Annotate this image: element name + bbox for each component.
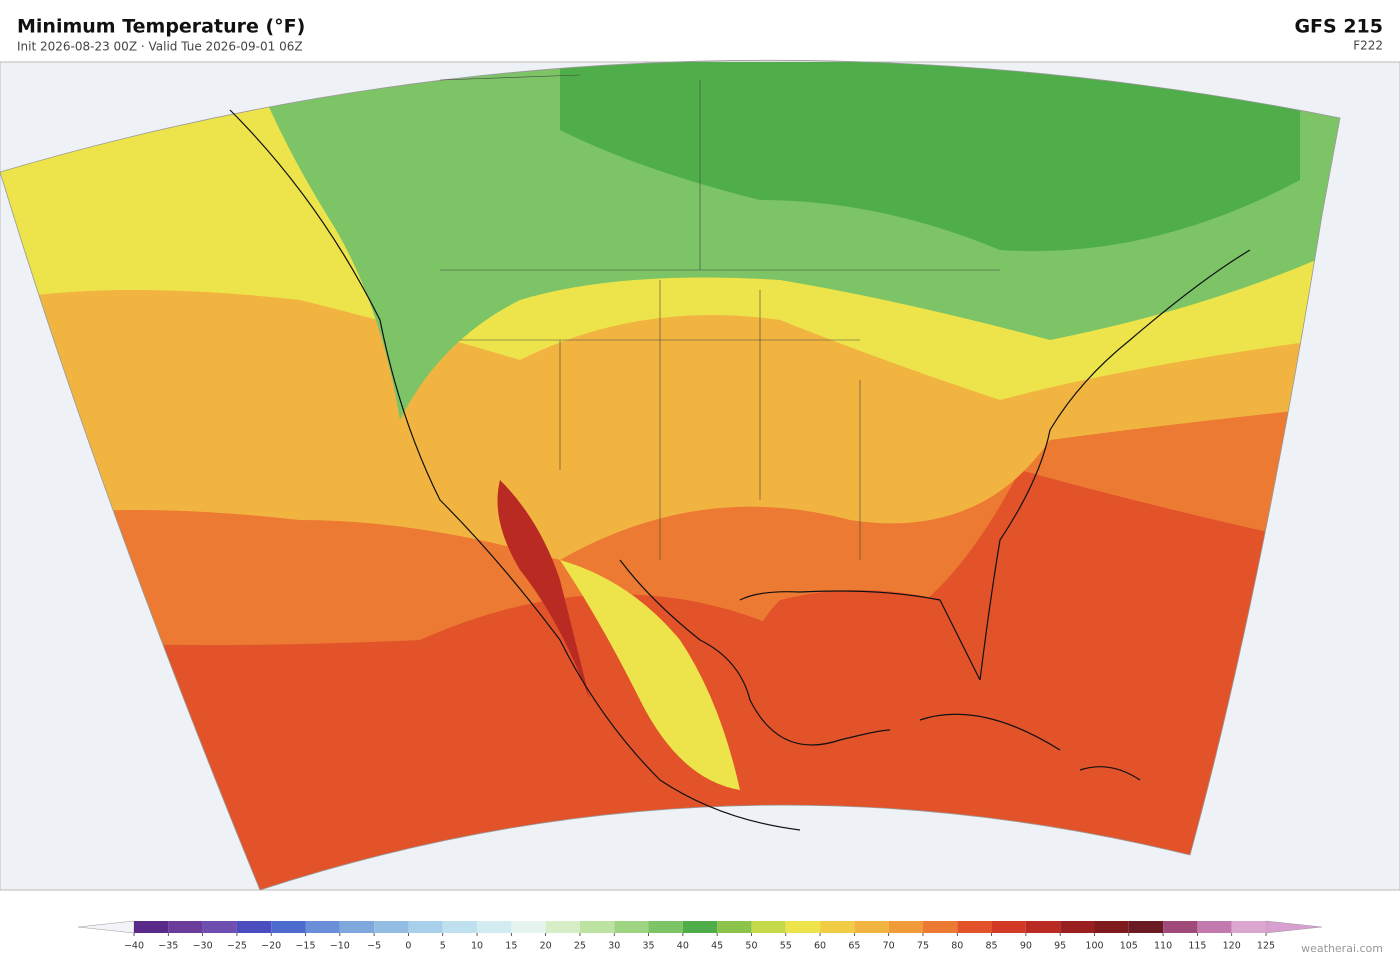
map-frame <box>0 59 1400 891</box>
colorbar-bin <box>408 921 443 933</box>
colorbar-tick-label: 0 <box>405 941 411 952</box>
colorbar-tick-label: −20 <box>261 941 281 952</box>
colorbar-bin <box>922 921 958 933</box>
colorbar-bin <box>1197 921 1232 933</box>
colorbar-bin <box>579 921 615 933</box>
colorbar-tick-label: 85 <box>986 941 998 952</box>
colorbar-bin <box>682 921 718 933</box>
forecast-hour: F222 <box>1353 39 1383 53</box>
colorbar-bin <box>648 921 683 933</box>
map-subtitle: Init 2026-08-23 00Z · Valid Tue 2026-09-… <box>17 40 303 54</box>
domain-outline <box>0 59 1341 891</box>
colorbar-tick-label: 5 <box>440 941 446 952</box>
colorbar-tick-label: 115 <box>1188 941 1206 952</box>
colorbar-bin <box>236 921 272 933</box>
colorbar-tick-label: 45 <box>711 941 723 952</box>
coastline <box>229 109 1251 831</box>
colorbar-tick-label: −10 <box>330 941 350 952</box>
colorbar-bin <box>957 921 992 933</box>
colorbar-bin <box>1094 921 1129 933</box>
colorbar-bin <box>202 921 237 933</box>
colorbar-tick-label: 40 <box>677 941 689 952</box>
colorbar-bin <box>888 921 923 933</box>
colorbar-tick-label: 70 <box>883 941 895 952</box>
colorbar-bin <box>374 921 409 933</box>
colorbar-bin <box>614 921 649 933</box>
colorbar-under <box>77 920 135 934</box>
colorbar-bin <box>785 921 821 933</box>
colorbar-tick-label: 100 <box>1085 941 1103 952</box>
colorbar-over <box>1265 920 1323 934</box>
colorbar-bin <box>717 921 752 933</box>
colorbar-tick-label: −40 <box>124 941 144 952</box>
colorbar-tick-label: 80 <box>951 941 963 952</box>
colorbar-bin <box>854 921 889 933</box>
colorbar-tick-label: 30 <box>608 941 620 952</box>
field-band <box>753 590 967 695</box>
model-label: GFS 215 <box>1294 16 1383 38</box>
colorbar-bin <box>511 921 546 933</box>
colorbar-tick-label: 105 <box>1120 941 1138 952</box>
colorbar-bin <box>1231 921 1266 933</box>
colorbar-tick-label: −15 <box>295 941 315 952</box>
colorbar-bin <box>271 921 306 933</box>
colorbar-tick-label: −30 <box>193 941 213 952</box>
colorbar-tick-label: 60 <box>814 941 826 952</box>
colorbar-bin <box>1128 921 1164 933</box>
colorbar: −40 −35 −30 −25 −20 −15 −10 −5 0 5 10 15 20 25 30 35 40 4… <box>77 920 1323 952</box>
colorbar-tick-label: 10 <box>471 941 483 952</box>
colorbar-tick-label: 75 <box>917 941 929 952</box>
field-band <box>497 480 590 700</box>
colorbar-bin <box>168 921 203 933</box>
colorbar-tick-label: 95 <box>1054 941 1066 952</box>
colorbar-bin <box>751 921 786 933</box>
colorbar-tick-label: 15 <box>505 941 517 952</box>
coastline <box>919 713 1141 781</box>
colorbar-bin <box>442 921 478 933</box>
credit: weatherai.com <box>1301 942 1383 955</box>
colorbar-tick-label: 50 <box>745 941 757 952</box>
colorbar-bin <box>1060 921 1095 933</box>
colorbar-tick-label: 110 <box>1154 941 1172 952</box>
colorbar-tick-label: −5 <box>367 941 381 952</box>
colorbar-tick-label: 65 <box>848 941 860 952</box>
colorbar-bin <box>1163 921 1198 933</box>
colorbar-tick-label: 35 <box>642 941 654 952</box>
colorbar-tick-label: 125 <box>1257 941 1275 952</box>
colorbar-bin <box>305 921 340 933</box>
colorbar-bin <box>1025 921 1061 933</box>
field-band <box>560 62 1300 252</box>
colorbar-bin <box>339 921 375 933</box>
borders <box>439 74 1000 560</box>
field-band <box>560 560 740 790</box>
colorbar-tick-label: −25 <box>227 941 247 952</box>
colorbar-tick-label: 120 <box>1223 941 1241 952</box>
map-title: Minimum Temperature (°F) <box>17 16 305 38</box>
colorbar-bin <box>134 921 169 933</box>
colorbar-bin <box>545 921 580 933</box>
colorbar-bin <box>477 921 512 933</box>
colorbar-bin <box>820 921 855 933</box>
colorbar-tick-label: −35 <box>158 941 178 952</box>
colorbar-tick-label: 20 <box>540 941 552 952</box>
colorbar-tick-label: 25 <box>574 941 586 952</box>
colorbar-tick-label: 55 <box>780 941 792 952</box>
colorbar-tick-label: 90 <box>1020 941 1032 952</box>
colorbar-bin <box>991 921 1026 933</box>
